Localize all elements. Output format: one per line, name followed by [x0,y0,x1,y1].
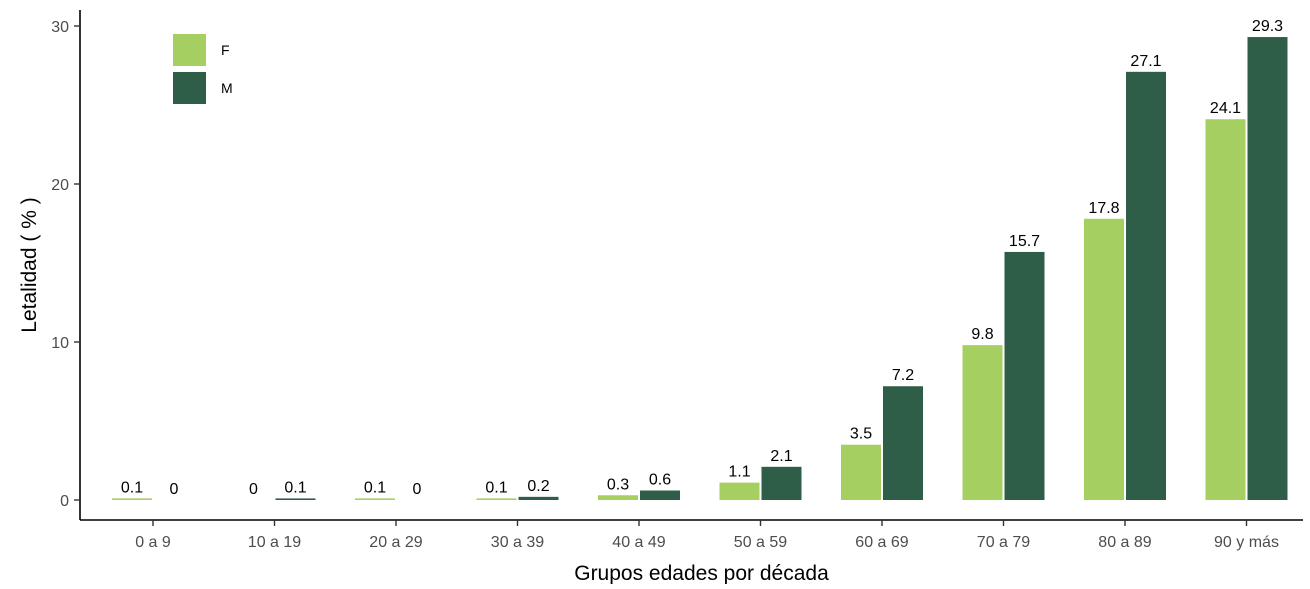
x-tick-label: 20 a 29 [369,534,422,551]
data-labels-layer: 0.1 0 0 0.1 0.1 0 0.1 0.2 0.3 0.6 1.1 2.1 3.5 7.2 9.8 1… [121,18,1283,498]
x-ticks: 0 a 9 10 a 19 20 a 29 30 a 39 40 a 49 50 a 59… [135,520,1279,551]
x-tick-label: 10 a 19 [248,534,301,551]
bars-layer [112,37,1288,501]
x-tick-label: 60 a 69 [855,534,908,551]
data-label-F-7: 9.8 [971,326,993,343]
data-label-F-6: 3.5 [850,426,872,443]
data-label-F-4: 0.3 [607,476,629,493]
axes-layer [79,10,1303,521]
x-tick-label: 40 a 49 [612,534,665,551]
x-tick-label: 70 a 79 [977,534,1030,551]
y-tick-label: 10 [51,335,69,352]
bar-M-3 [518,496,559,500]
data-label-F-8: 17.8 [1088,200,1119,217]
bar-M-9 [1247,37,1288,501]
bar-F-3 [476,498,517,500]
bar-F-5 [719,482,760,500]
bar-F-2 [355,498,395,500]
bar-M-5 [761,466,802,500]
y-tick-label: 0 [60,493,69,510]
data-label-F-1: 0 [249,481,258,498]
y-tick-label: 30 [51,19,69,36]
data-label-M-4: 0.6 [649,472,671,489]
bar-M-7 [1004,251,1045,500]
legend-label-F: F [221,42,230,58]
data-label-F-9: 24.1 [1210,100,1241,117]
bar-F-9 [1205,119,1246,500]
y-axis-title: Letalidad ( % ) [18,197,41,332]
data-label-F-3: 0.1 [485,479,507,496]
bar-F-6 [841,444,881,500]
x-tick-label: 50 a 59 [734,534,787,551]
bar-M-4 [640,490,680,500]
bar-F-0 [112,498,152,500]
data-label-M-7: 15.7 [1009,233,1040,250]
legend: FM [173,34,233,104]
data-label-M-2: 0 [413,481,422,498]
bar-F-4 [598,495,638,500]
x-tick-label: 30 a 39 [491,534,544,551]
data-label-M-5: 2.1 [770,448,792,465]
data-label-M-0: 0 [170,481,179,498]
data-label-F-5: 1.1 [728,464,750,481]
x-axis-title: Grupos edades por década [574,562,829,584]
bar-M-1 [275,498,316,500]
y-tick-label: 20 [51,177,69,194]
x-tick-label: 0 a 9 [135,534,171,551]
data-label-F-2: 0.1 [364,479,386,496]
legend-swatch-M [173,72,206,104]
data-label-M-3: 0.2 [527,478,549,495]
y-ticks: 0 10 20 30 [51,19,80,510]
x-tick-label: 90 y más [1214,534,1279,551]
legend-swatch-F [173,34,206,66]
data-label-M-8: 27.1 [1130,53,1161,70]
data-label-F-0: 0.1 [121,479,143,496]
bar-F-8 [1084,218,1124,500]
data-label-M-6: 7.2 [892,367,914,384]
bar-M-6 [883,386,923,500]
legend-label-M: M [221,80,233,96]
bar-F-7 [962,345,1003,500]
x-tick-label: 80 a 89 [1098,534,1151,551]
data-label-M-9: 29.3 [1252,18,1283,35]
bar-M-8 [1126,71,1166,500]
data-label-M-1: 0.1 [284,479,306,496]
